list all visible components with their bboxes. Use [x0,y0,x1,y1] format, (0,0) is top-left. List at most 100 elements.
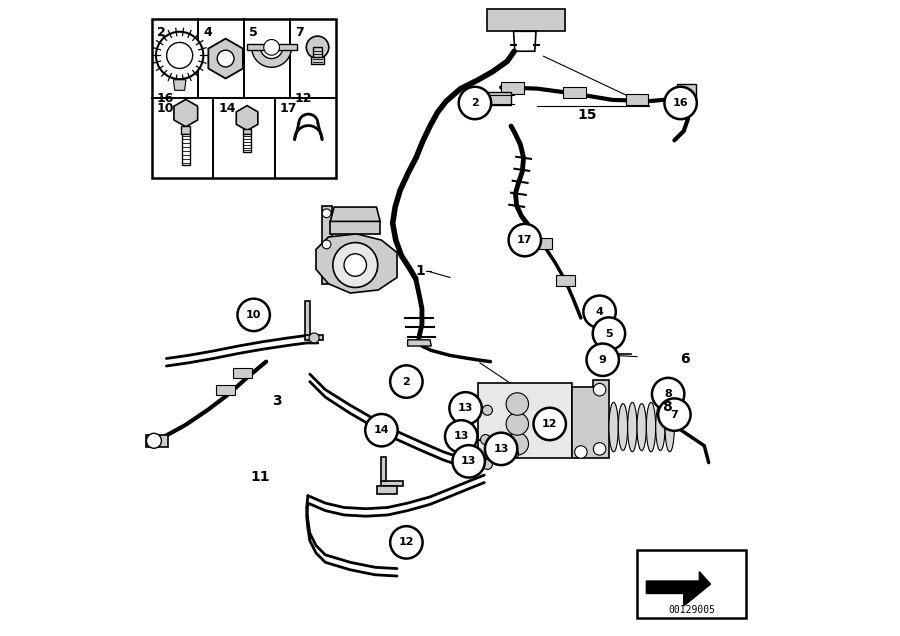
Text: 8: 8 [664,389,672,399]
Circle shape [482,405,492,415]
Circle shape [333,242,378,287]
Polygon shape [646,572,710,606]
Text: 15: 15 [578,108,597,122]
Circle shape [166,43,193,69]
Circle shape [459,86,491,119]
Text: 13: 13 [458,403,473,413]
Text: 10: 10 [158,102,175,115]
Polygon shape [501,83,524,93]
Text: 12: 12 [295,92,312,105]
Polygon shape [330,207,380,221]
Text: 5: 5 [605,329,613,338]
Polygon shape [252,47,292,67]
Circle shape [575,446,587,458]
Polygon shape [377,487,397,494]
Text: 4: 4 [203,26,212,39]
Polygon shape [147,434,167,447]
Polygon shape [233,368,252,378]
Polygon shape [382,481,403,487]
Text: 5: 5 [249,26,257,39]
Text: 13: 13 [454,431,469,441]
Circle shape [658,398,690,431]
Text: 7: 7 [295,26,303,39]
Polygon shape [313,47,322,62]
Polygon shape [247,44,296,50]
Circle shape [449,392,482,425]
Polygon shape [237,106,258,130]
Text: 3: 3 [272,394,282,408]
Text: 14: 14 [374,425,390,435]
Circle shape [344,254,366,276]
Polygon shape [514,31,536,52]
Polygon shape [305,301,310,335]
Text: 16: 16 [673,98,689,108]
Circle shape [506,432,528,455]
Text: 4: 4 [596,307,604,317]
Text: 2: 2 [471,98,479,108]
Polygon shape [478,384,572,458]
Circle shape [264,39,279,55]
Text: 1: 1 [415,264,425,279]
Circle shape [652,378,684,410]
Polygon shape [572,380,609,458]
Text: 16: 16 [158,92,175,105]
Circle shape [147,433,161,448]
Circle shape [322,209,331,218]
Polygon shape [382,457,386,481]
Polygon shape [182,134,190,165]
Circle shape [583,296,616,328]
Polygon shape [533,238,552,249]
Circle shape [506,413,528,435]
Polygon shape [563,86,586,98]
Polygon shape [182,125,190,134]
Circle shape [506,393,528,415]
Polygon shape [665,402,674,452]
Circle shape [664,86,697,119]
Circle shape [481,434,491,445]
Circle shape [306,36,328,59]
Polygon shape [646,402,656,452]
Text: 2: 2 [402,377,410,387]
Circle shape [593,384,606,396]
Circle shape [453,445,485,478]
Polygon shape [174,80,186,90]
Text: 2: 2 [158,26,166,39]
Polygon shape [243,134,251,153]
Polygon shape [316,234,397,293]
Polygon shape [311,57,324,64]
Circle shape [508,224,541,256]
Text: 7: 7 [670,410,679,420]
Text: 13: 13 [461,457,476,466]
Text: 11: 11 [250,470,270,484]
Polygon shape [489,0,561,1]
Circle shape [482,459,492,469]
Polygon shape [656,403,665,451]
Polygon shape [609,402,618,452]
Text: 9: 9 [598,355,607,365]
Polygon shape [678,84,697,100]
Polygon shape [305,335,323,340]
Circle shape [309,333,320,343]
Circle shape [365,414,398,446]
Circle shape [508,449,518,459]
Text: 13: 13 [493,444,508,454]
Text: 00129005: 00129005 [668,605,715,614]
Circle shape [445,420,477,453]
Text: 10: 10 [246,310,261,320]
Circle shape [156,32,203,79]
Polygon shape [626,94,648,106]
Polygon shape [627,402,637,452]
Text: 12: 12 [399,537,414,548]
Polygon shape [605,346,612,362]
Circle shape [587,343,619,376]
Polygon shape [488,10,565,31]
Polygon shape [243,129,251,134]
Circle shape [593,317,626,350]
Circle shape [238,299,270,331]
Polygon shape [216,385,235,395]
Polygon shape [408,340,431,346]
Polygon shape [330,221,380,234]
Polygon shape [556,275,575,286]
FancyBboxPatch shape [637,550,746,618]
Text: 12: 12 [542,419,557,429]
